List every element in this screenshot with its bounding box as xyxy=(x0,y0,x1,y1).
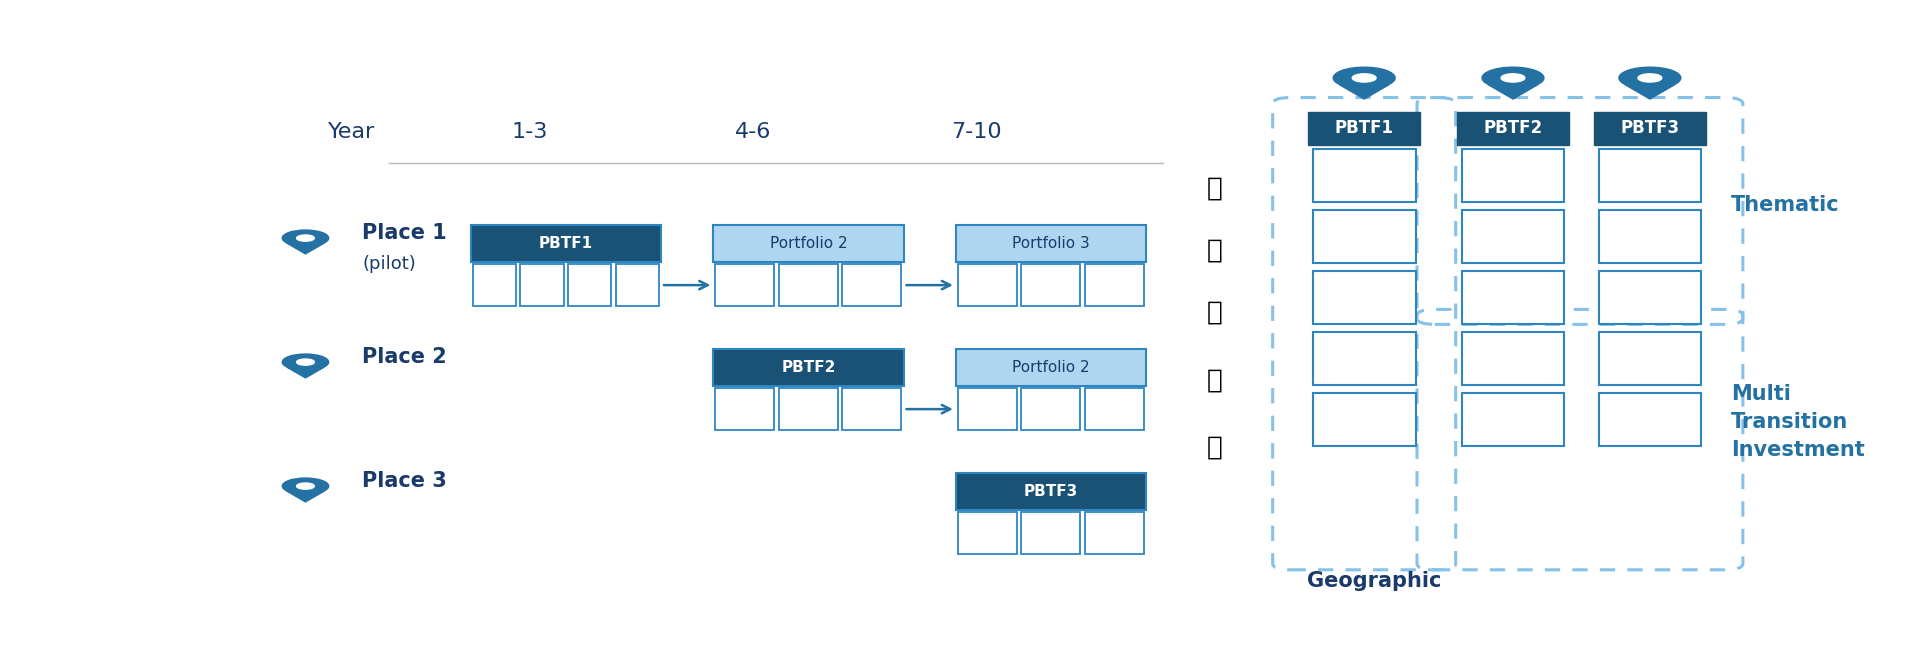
Circle shape xyxy=(1638,74,1663,82)
Circle shape xyxy=(1501,74,1524,82)
Text: Portfolio 3: Portfolio 3 xyxy=(1012,236,1091,251)
FancyBboxPatch shape xyxy=(1313,149,1415,203)
Text: Geographic: Geographic xyxy=(1308,570,1442,590)
Circle shape xyxy=(1332,67,1396,89)
FancyBboxPatch shape xyxy=(712,349,904,386)
FancyBboxPatch shape xyxy=(843,264,900,306)
FancyBboxPatch shape xyxy=(1461,331,1565,385)
Text: Multi
Transition
Investment: Multi Transition Investment xyxy=(1732,384,1864,460)
FancyBboxPatch shape xyxy=(1599,393,1701,446)
Circle shape xyxy=(1352,74,1377,82)
Circle shape xyxy=(282,354,328,370)
FancyBboxPatch shape xyxy=(1599,209,1701,264)
FancyBboxPatch shape xyxy=(1021,264,1081,306)
FancyBboxPatch shape xyxy=(712,225,904,262)
Polygon shape xyxy=(286,367,324,378)
FancyBboxPatch shape xyxy=(1461,270,1565,324)
FancyArrowPatch shape xyxy=(664,281,708,289)
Circle shape xyxy=(296,235,315,241)
Polygon shape xyxy=(286,491,324,502)
FancyBboxPatch shape xyxy=(716,264,774,306)
FancyBboxPatch shape xyxy=(1085,264,1144,306)
FancyBboxPatch shape xyxy=(1599,270,1701,324)
Text: 1-3: 1-3 xyxy=(513,122,549,142)
FancyBboxPatch shape xyxy=(780,389,837,430)
FancyBboxPatch shape xyxy=(956,349,1146,386)
Text: PBTF2: PBTF2 xyxy=(781,360,835,375)
Text: Place 2: Place 2 xyxy=(363,347,447,367)
Text: PBTF3: PBTF3 xyxy=(1023,484,1079,499)
FancyBboxPatch shape xyxy=(568,264,611,306)
Text: (pilot): (pilot) xyxy=(363,255,417,273)
FancyBboxPatch shape xyxy=(472,264,516,306)
FancyBboxPatch shape xyxy=(843,389,900,430)
FancyBboxPatch shape xyxy=(1021,513,1081,554)
FancyBboxPatch shape xyxy=(1461,393,1565,446)
Text: Place 3: Place 3 xyxy=(363,471,447,491)
FancyBboxPatch shape xyxy=(520,264,564,306)
FancyArrowPatch shape xyxy=(906,281,950,289)
FancyBboxPatch shape xyxy=(1461,209,1565,264)
FancyArrowPatch shape xyxy=(906,405,950,413)
FancyBboxPatch shape xyxy=(1313,209,1415,264)
Text: 🔆: 🔆 xyxy=(1206,238,1223,264)
Text: 7-10: 7-10 xyxy=(950,122,1002,142)
Text: 📈: 📈 xyxy=(1206,367,1223,393)
FancyBboxPatch shape xyxy=(1599,149,1701,203)
Text: Thematic: Thematic xyxy=(1732,195,1839,215)
Text: Year: Year xyxy=(328,122,374,142)
FancyBboxPatch shape xyxy=(1594,111,1705,145)
FancyBboxPatch shape xyxy=(1461,149,1565,203)
Circle shape xyxy=(296,483,315,489)
FancyBboxPatch shape xyxy=(1021,389,1081,430)
Text: PBTF1: PBTF1 xyxy=(540,236,593,251)
Circle shape xyxy=(1482,67,1544,89)
FancyBboxPatch shape xyxy=(716,389,774,430)
Circle shape xyxy=(296,359,315,365)
Circle shape xyxy=(1619,67,1680,89)
FancyBboxPatch shape xyxy=(616,264,659,306)
Text: PBTF3: PBTF3 xyxy=(1620,119,1680,138)
FancyBboxPatch shape xyxy=(470,225,660,262)
Polygon shape xyxy=(1624,85,1674,99)
FancyBboxPatch shape xyxy=(958,389,1018,430)
Polygon shape xyxy=(1488,85,1538,99)
Circle shape xyxy=(282,478,328,494)
Text: 🌾: 🌾 xyxy=(1206,300,1223,326)
FancyBboxPatch shape xyxy=(1308,111,1421,145)
FancyBboxPatch shape xyxy=(1313,393,1415,446)
FancyBboxPatch shape xyxy=(1313,331,1415,385)
FancyBboxPatch shape xyxy=(1085,389,1144,430)
Circle shape xyxy=(282,230,328,246)
Text: 4-6: 4-6 xyxy=(735,122,772,142)
FancyBboxPatch shape xyxy=(1457,111,1569,145)
Text: Portfolio 2: Portfolio 2 xyxy=(770,236,847,251)
FancyBboxPatch shape xyxy=(958,264,1018,306)
FancyBboxPatch shape xyxy=(956,225,1146,262)
Text: PBTF2: PBTF2 xyxy=(1484,119,1542,138)
Text: 🏗: 🏗 xyxy=(1206,176,1223,202)
FancyBboxPatch shape xyxy=(1599,331,1701,385)
Text: PBTF1: PBTF1 xyxy=(1334,119,1394,138)
FancyBboxPatch shape xyxy=(1085,513,1144,554)
Text: 🧠: 🧠 xyxy=(1206,434,1223,460)
FancyBboxPatch shape xyxy=(1313,270,1415,324)
Text: Portfolio 2: Portfolio 2 xyxy=(1012,360,1091,375)
FancyBboxPatch shape xyxy=(956,473,1146,511)
Polygon shape xyxy=(286,243,324,254)
FancyBboxPatch shape xyxy=(958,513,1018,554)
Polygon shape xyxy=(1338,85,1390,99)
Text: Place 1: Place 1 xyxy=(363,223,447,243)
FancyBboxPatch shape xyxy=(780,264,837,306)
